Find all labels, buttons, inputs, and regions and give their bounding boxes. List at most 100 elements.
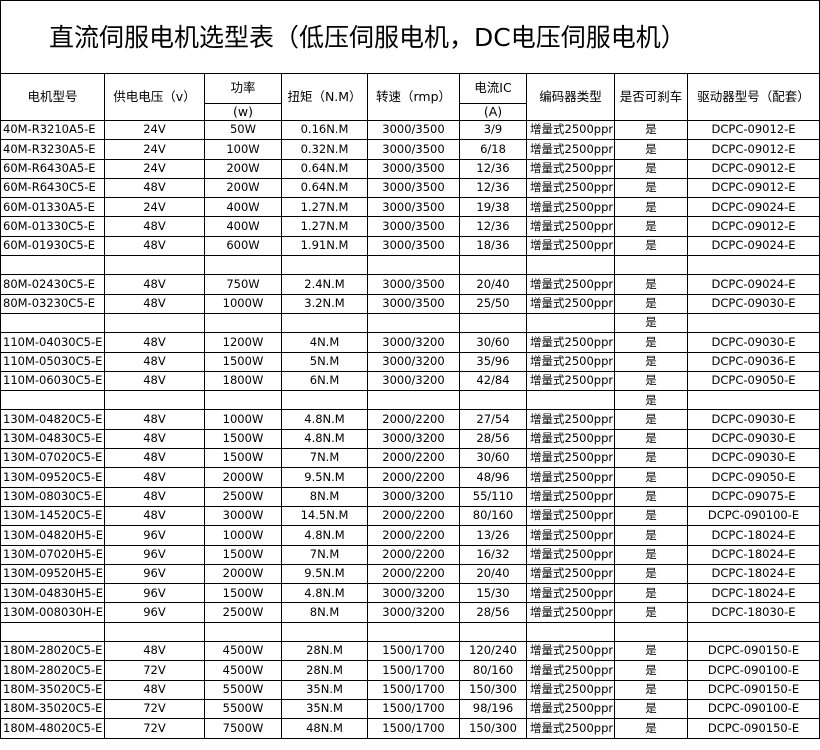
table-cell (104, 621, 205, 643)
table-cell: 3000/3200 (367, 602, 460, 623)
table-row: 80M-03230C5-E 48V 1000W 3.2N.M 3000/3500 25/5… (0, 293, 820, 314)
table-cell: 400W (204, 216, 282, 237)
table-cell: 48V (104, 448, 205, 469)
table-cell: 是 (614, 583, 688, 604)
table-cell: 2000W (204, 563, 282, 585)
table-row: 40M-R3230A5-E 24V 100W 0.32N.M 3000/3500 6/18… (0, 139, 820, 160)
table-cell: 130M-04830H5-E (0, 583, 105, 604)
table-row: 40M-R3210A5-E 24V 50W 0.16N.M 3000/3500 3/9 增量… (0, 119, 820, 141)
table-cell: 是 (614, 428, 688, 450)
table-cell: 9.5N.M (281, 563, 368, 585)
table-cell (281, 390, 368, 411)
table-cell: 3000/3200 (367, 351, 460, 372)
table-cell: 1500/1700 (367, 718, 460, 739)
table-cell: 96V (104, 525, 205, 546)
table-cell: DCPC-18024-E (686, 525, 820, 546)
table-cell: DCPC-09030-E (686, 409, 820, 430)
table-row: 180M-48020C5-E 72V 7500W 48N.M 1500/1700 150/… (0, 718, 820, 739)
table-cell: 1.27N.M (281, 197, 368, 218)
table-cell (367, 312, 460, 334)
table-cell: 7N.M (281, 448, 368, 469)
table-row: 60M-01330C5-E 48V 400W 1.27N.M 3000/3500 12/3… (0, 216, 820, 237)
table-cell: 96V (104, 563, 205, 585)
table-cell (526, 621, 615, 643)
table-cell: 48V (104, 467, 205, 488)
table-cell: 3000/3200 (367, 583, 460, 604)
table-cell: 4.8N.M (281, 428, 368, 450)
table-cell: 增量式2500ppr (526, 698, 615, 720)
table-row: 130M-04830C5-E 48V 1500W 4.8N.M 3000/3200 28/… (0, 428, 820, 450)
table-cell: 是 (614, 390, 688, 411)
table-cell: 96V (104, 583, 205, 604)
table-cell: 180M-48020C5-E (0, 718, 105, 739)
table-cell: DCPC-09024-E (686, 274, 820, 295)
table-cell: 110M-05030C5-E (0, 351, 105, 372)
table-cell: 12/36 (459, 216, 527, 237)
table-cell: DCPC-09030-E (686, 332, 820, 353)
table-cell: 增量式2500ppr (526, 486, 615, 507)
table-row: 130M-08030C5-E 48V 2500W 8N.M 3000/3200 55/11… (0, 486, 820, 507)
table-cell (204, 312, 282, 334)
table-cell: 15/30 (459, 583, 527, 604)
table-cell: 增量式2500ppr (526, 467, 615, 488)
table-cell: 1800W (204, 370, 282, 392)
table-cell: 2500W (204, 486, 282, 507)
table-cell: 3000/3500 (367, 274, 460, 295)
table-cell: 1.27N.M (281, 216, 368, 237)
table-cell: 100W (204, 139, 282, 160)
table-cell: 12/36 (459, 177, 527, 199)
table-cell: 3000/3500 (367, 235, 460, 257)
table-row: 60M-01330A5-E 24V 400W 1.27N.M 3000/3500 19/3… (0, 197, 820, 218)
table-cell: 1500/1700 (367, 698, 460, 720)
table-cell: 60M-01930C5-E (0, 235, 105, 257)
table-cell: 130M-14520C5-E (0, 505, 105, 527)
table-cell: 2000/2200 (367, 448, 460, 469)
table-cell: 48V (104, 505, 205, 527)
table-cell: 是 (614, 312, 688, 334)
table-cell: 增量式2500ppr (526, 602, 615, 623)
table-cell: 增量式2500ppr (526, 679, 615, 700)
table-row: 110M-05030C5-E 48V 1500W 5N.M 3000/3200 35/96… (0, 351, 820, 372)
table-cell: 130M-07020C5-E (0, 448, 105, 469)
header-text: (w) (205, 103, 281, 120)
table-cell: 16/32 (459, 544, 527, 565)
table-cell: 4.8N.M (281, 525, 368, 546)
table-cell: 24V (104, 158, 205, 179)
table-cell: 是 (614, 679, 688, 700)
table-row: 110M-06030C5-E 48V 1800W 6N.M 3000/3200 42/84… (0, 370, 820, 392)
table-cell: 3000/3500 (367, 119, 460, 141)
table-cell: DCPC-18024-E (686, 563, 820, 585)
table-cell: 60M-01330C5-E (0, 216, 105, 237)
table-cell: 1500W (204, 448, 282, 469)
table-cell: 2000/2200 (367, 525, 460, 546)
table-cell: 96V (104, 602, 205, 623)
table-cell: 48V (104, 293, 205, 314)
table-cell: 200W (204, 177, 282, 199)
table-cell: 1.91N.M (281, 235, 368, 257)
table-cell (459, 390, 527, 411)
table-cell: 1500W (204, 351, 282, 372)
table-cell: 是 (614, 177, 688, 199)
table-cell: 是 (614, 563, 688, 585)
table-cell: 增量式2500ppr (526, 158, 615, 179)
table-cell (0, 390, 105, 411)
table-cell: 48V (104, 177, 205, 199)
table-cell: 增量式2500ppr (526, 197, 615, 218)
table-cell: 增量式2500ppr (526, 216, 615, 237)
table-cell (281, 312, 368, 334)
table-cell: DCPC-09012-E (686, 139, 820, 160)
table-cell: 是 (614, 602, 688, 623)
table-cell: 35N.M (281, 679, 368, 700)
table-cell: DCPC-09024-E (686, 235, 820, 257)
table-cell: 是 (614, 274, 688, 295)
header-text: 电流IC (474, 80, 512, 96)
table-cell: DCPC-18030-E (686, 602, 820, 623)
table-cell: 6N.M (281, 370, 368, 392)
table-cell: 4.8N.M (281, 409, 368, 430)
table-cell: DCPC-09050-E (686, 370, 820, 392)
table-cell: 60M-R6430A5-E (0, 158, 105, 179)
table-cell: 110M-06030C5-E (0, 370, 105, 392)
table-cell: 150/300 (459, 718, 527, 739)
table-cell (526, 390, 615, 411)
